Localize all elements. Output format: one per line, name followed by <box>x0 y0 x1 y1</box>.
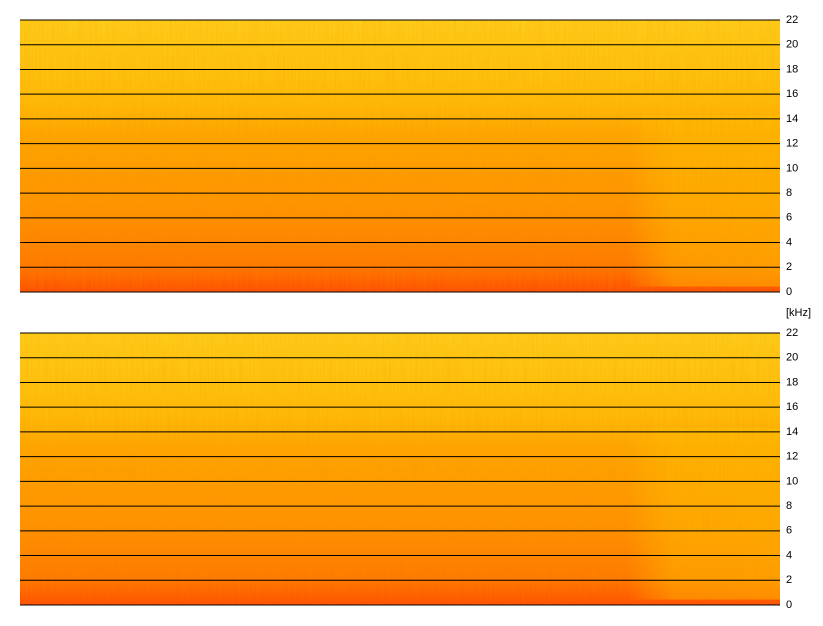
spectrogram-texture <box>20 333 780 605</box>
y-tick-label: 22 <box>786 327 798 339</box>
y-tick-label: 16 <box>786 88 798 100</box>
y-tick-label: 4 <box>786 236 792 248</box>
y-tick-label: 6 <box>786 212 792 224</box>
y-tick-label: 12 <box>786 138 798 150</box>
y-tick-label: 4 <box>786 549 792 561</box>
y-tick-label: 14 <box>786 113 798 125</box>
y-tick-label: 2 <box>786 574 792 586</box>
y-tick-label: 0 <box>786 286 792 298</box>
spectrogram-texture <box>20 20 780 292</box>
y-tick-label: 20 <box>786 39 798 51</box>
y-tick-label: 14 <box>786 426 798 438</box>
y-tick-label: 18 <box>786 63 798 75</box>
y-tick-label: 2 <box>786 261 792 273</box>
y-tick-label: 16 <box>786 401 798 413</box>
y-tick-label: 18 <box>786 376 798 388</box>
y-tick-label: 22 <box>786 14 798 26</box>
y-tick-label: 6 <box>786 525 792 537</box>
y-tick-label: 8 <box>786 500 792 512</box>
y-tick-label: 20 <box>786 352 798 364</box>
y-tick-label: 10 <box>786 475 798 487</box>
y-axis-label: [kHz] <box>786 307 811 319</box>
y-tick-label: 10 <box>786 162 798 174</box>
y-tick-label: 12 <box>786 451 798 463</box>
y-tick-label: 0 <box>786 599 792 611</box>
y-tick-label: 8 <box>786 187 792 199</box>
